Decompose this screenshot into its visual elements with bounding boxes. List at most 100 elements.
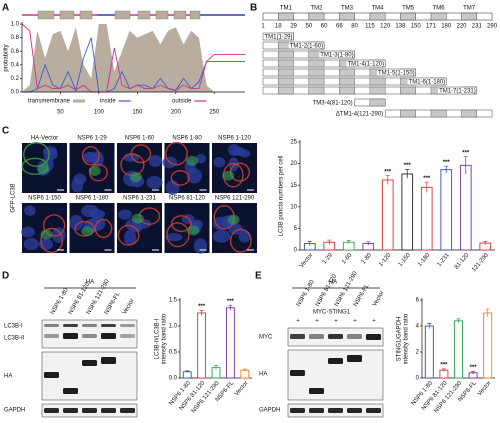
nucleus <box>71 177 84 193</box>
y-axis-title: LC3B puncta numbers per cell <box>279 156 285 237</box>
micrograph <box>212 203 257 253</box>
y-tick-label: 2 <box>416 350 420 356</box>
error-bar <box>214 365 218 370</box>
error-bar <box>346 240 351 244</box>
band <box>309 388 324 394</box>
row-label: GFP-LC3B <box>11 183 17 212</box>
cell <box>40 227 64 254</box>
error-bar <box>471 371 476 375</box>
nucleus <box>228 223 243 235</box>
error-bar <box>228 304 233 311</box>
micrograph-title: NSP6 81-120 <box>169 196 206 202</box>
tm-box <box>278 59 294 68</box>
cell <box>23 141 50 168</box>
cell <box>74 221 95 237</box>
lane-label: NSP6-FL <box>353 283 371 308</box>
band <box>347 408 362 413</box>
nucleus <box>43 148 58 161</box>
nucleus <box>146 175 163 189</box>
topology-bar <box>22 10 245 20</box>
tm-box <box>278 68 294 77</box>
band <box>44 324 59 327</box>
micrograph <box>21 203 67 254</box>
bar <box>240 369 250 379</box>
construct-label: TM1-5(1-150) <box>378 70 415 76</box>
y-axis-title: intensity band ratio <box>404 313 410 364</box>
x-tick-label: 200 <box>171 110 182 116</box>
panel-label: A <box>2 3 9 14</box>
x-tick-label: 81-120 <box>454 252 471 271</box>
gfp <box>40 229 53 240</box>
micrograph <box>212 143 257 193</box>
blot <box>287 403 384 418</box>
bar <box>483 312 493 379</box>
bar <box>440 169 453 251</box>
band <box>101 357 116 364</box>
residue-number: 150 <box>411 24 422 30</box>
y-tick-label: 1.0 <box>11 22 20 28</box>
band-label: HA <box>4 374 12 380</box>
significance: *** <box>227 299 235 305</box>
y-tick-label: 0.0 <box>11 90 20 96</box>
error-bar <box>405 169 410 179</box>
tm-box <box>308 12 325 21</box>
x-tick-label: 1-120 <box>378 252 393 268</box>
band <box>101 408 116 413</box>
y-tick-label: 5 <box>294 226 298 232</box>
micrograph-title: NSP6 121-290 <box>215 196 255 202</box>
bar <box>197 312 207 379</box>
residue-number: 120 <box>380 24 391 30</box>
significance: *** <box>404 163 412 169</box>
error-bar <box>427 323 432 329</box>
legend-label: inside <box>100 99 116 105</box>
y-axis-title: LC3B-II/LC3B-I <box>155 318 161 359</box>
band-label: LC3B-I <box>4 324 23 330</box>
nucleus <box>123 229 137 246</box>
micrograph <box>21 141 67 193</box>
lane-label: NSP6 1-80 <box>50 287 70 316</box>
gfp <box>222 170 235 181</box>
micrograph <box>69 143 115 193</box>
y-axis-title: intensity band ratio <box>162 313 168 364</box>
panel-label: B <box>250 3 257 14</box>
nucleus <box>232 147 246 156</box>
band <box>44 334 59 338</box>
construct-label: TM3-4(81-120) <box>313 100 353 106</box>
y-tick-label: 15 <box>290 183 297 189</box>
error-bar <box>185 370 190 373</box>
tm-box <box>308 59 325 68</box>
micrograph-title: NSP6 1-150 <box>28 196 61 202</box>
gfp <box>81 226 94 237</box>
band <box>82 408 97 413</box>
y-tick-label: 0.2 <box>11 76 20 82</box>
tm-box <box>400 109 416 118</box>
y-tick-label: 0.8 <box>11 35 20 41</box>
significance: *** <box>462 150 470 156</box>
tm-label: TM5 <box>402 6 415 12</box>
residue-number: 115 <box>365 24 375 30</box>
micrograph-title: HA-Vector <box>31 136 58 142</box>
band <box>328 334 343 339</box>
nucleus <box>213 157 226 168</box>
bar <box>225 307 235 379</box>
band <box>44 372 59 378</box>
nucleus <box>186 168 202 184</box>
tm-box <box>339 77 355 86</box>
error-bar <box>483 241 488 245</box>
y-tick-label: 0 <box>294 248 298 254</box>
significance: *** <box>384 169 392 175</box>
blot-header: HA <box>329 280 337 286</box>
band <box>63 324 78 327</box>
tm-box <box>400 12 416 21</box>
band <box>309 334 324 339</box>
gfp <box>37 164 50 175</box>
band <box>82 324 97 327</box>
y-tick-label: 1.0 <box>169 324 178 330</box>
tm-label: TM1 <box>280 6 293 12</box>
y-tick-label: 0.5 <box>169 350 178 356</box>
x-tick-label: 150 <box>132 110 143 116</box>
nucleus <box>89 209 106 219</box>
x-tick-label: Vector <box>234 380 250 397</box>
y-tick-label: 20 <box>290 161 297 167</box>
legend-label: transmembrane <box>28 99 71 105</box>
